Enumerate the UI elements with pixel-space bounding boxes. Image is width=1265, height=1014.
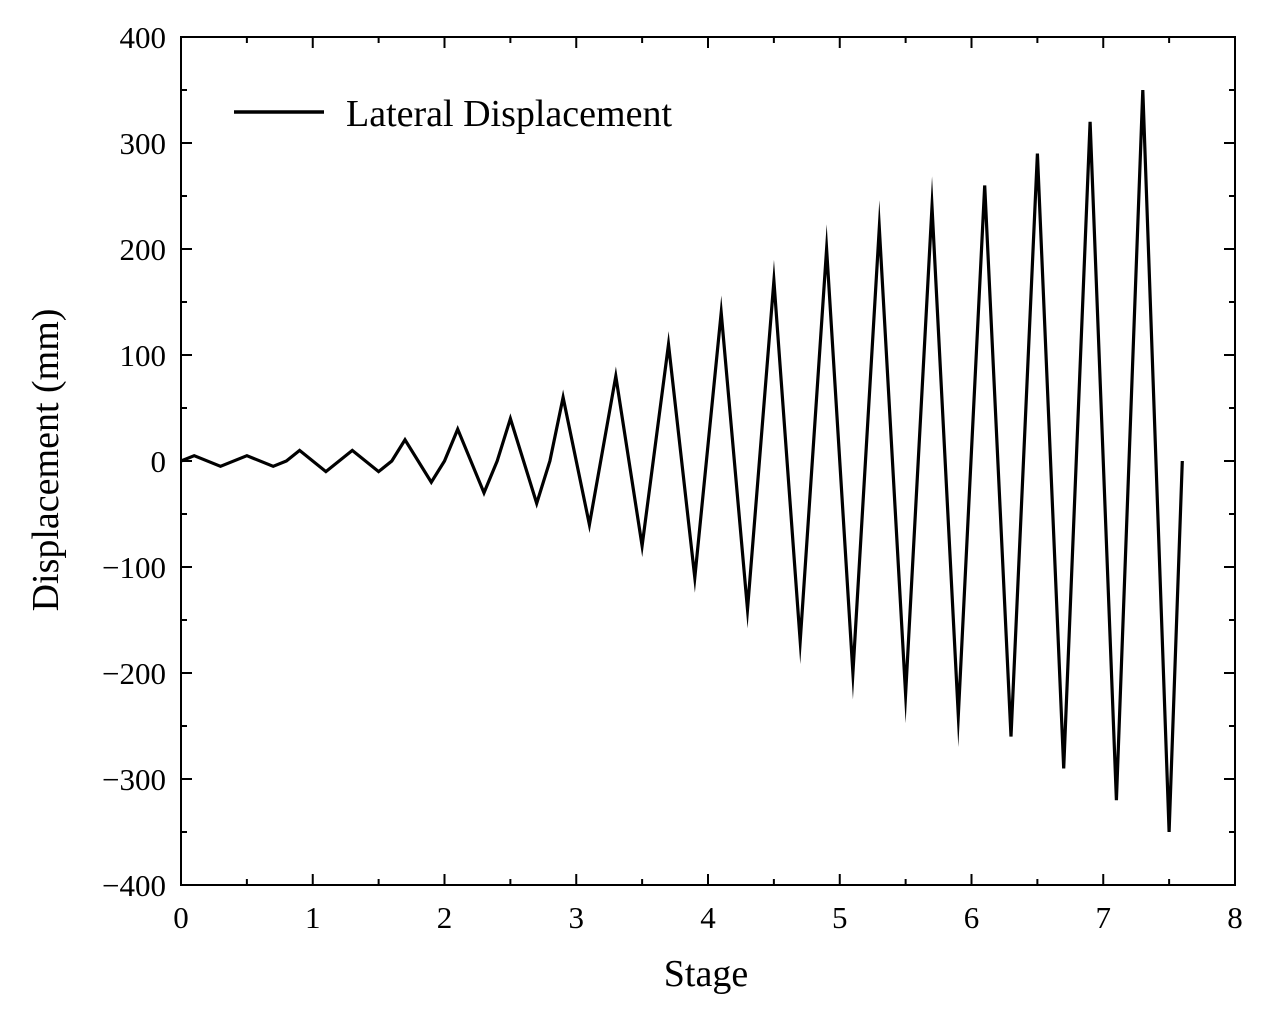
x-tick-label: 7 [1096, 900, 1112, 935]
y-tick-label: −400 [102, 868, 166, 903]
legend-label-lateral-displacement: Lateral Displacement [346, 93, 672, 135]
x-tick-label: 0 [173, 900, 189, 935]
x-tick-label: 1 [305, 900, 321, 935]
y-tick-label: 300 [120, 126, 167, 161]
x-tick-label: 2 [437, 900, 453, 935]
y-axis-title: Displacement (mm) [25, 309, 67, 612]
y-tick-label: −100 [102, 550, 166, 585]
series-layer [180, 89, 1184, 833]
x-tick-label: 5 [832, 900, 848, 935]
x-tick-label: 4 [700, 900, 716, 935]
y-axis-ticks: −400 −300 −200 −100 0 100 200 300 400 [102, 20, 1235, 903]
legend: Lateral Displacement [234, 93, 672, 135]
y-tick-label: −200 [102, 656, 166, 691]
y-tick-label: 0 [151, 444, 167, 479]
y-tick-label: −300 [102, 762, 166, 797]
x-axis-ticks: 0 1 2 3 4 5 6 7 8 [173, 37, 1243, 935]
x-tick-label: 3 [569, 900, 585, 935]
x-axis-title: Stage [664, 953, 748, 995]
y-tick-label: 200 [120, 232, 167, 267]
x-tick-label: 6 [964, 900, 980, 935]
y-tick-label: 100 [120, 338, 167, 373]
y-tick-label: 400 [120, 20, 167, 55]
series-line-lateral-displacement [180, 89, 1184, 833]
x-tick-label: 8 [1227, 900, 1243, 935]
